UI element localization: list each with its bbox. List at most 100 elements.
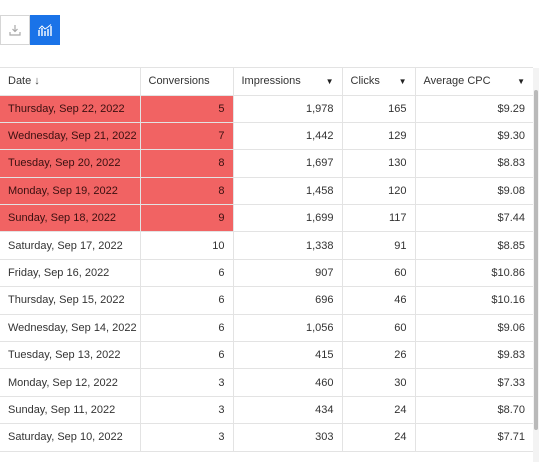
cell-impressions: 1,338 xyxy=(233,231,343,260)
cell-average-cpc: $10.16 xyxy=(415,286,533,315)
cell-date: Friday, Sep 16, 2022 xyxy=(0,259,141,288)
column-header-date[interactable]: Date ↓ xyxy=(0,68,141,96)
column-header-clicks[interactable]: Clicks ▼ xyxy=(342,68,416,96)
column-header-label: Conversions xyxy=(148,75,210,88)
cell-conversions: 7 xyxy=(140,122,234,151)
cell-clicks: 26 xyxy=(342,341,416,370)
cell-impressions: 1,699 xyxy=(233,204,343,233)
cell-date: Monday, Sep 19, 2022 xyxy=(0,177,141,206)
cell-clicks: 60 xyxy=(342,314,416,343)
cell-date: Saturday, Sep 10, 2022 xyxy=(0,423,141,452)
download-button[interactable] xyxy=(0,15,30,45)
cell-average-cpc: $8.83 xyxy=(415,149,533,178)
column-header-label: Clicks xyxy=(350,75,380,88)
cell-conversions: 8 xyxy=(140,149,234,178)
cell-conversions: 6 xyxy=(140,286,234,315)
cell-conversions: 3 xyxy=(140,423,234,452)
table-body: Thursday, Sep 22, 2022 5 1,978 165 $9.29 Wedn… xyxy=(0,95,533,452)
column-header-average-cpc[interactable]: Average CPC ▼ xyxy=(415,68,533,96)
cell-average-cpc: $7.71 xyxy=(415,423,533,452)
cell-date: Tuesday, Sep 20, 2022 xyxy=(0,149,141,178)
cell-impressions: 460 xyxy=(233,368,343,397)
cell-average-cpc: $9.08 xyxy=(415,177,533,206)
cell-average-cpc: $9.30 xyxy=(415,122,533,151)
cell-clicks: 46 xyxy=(342,286,416,315)
cell-impressions: 696 xyxy=(233,286,343,315)
cell-conversions: 3 xyxy=(140,396,234,425)
cell-date: Wednesday, Sep 21, 2022 xyxy=(0,122,141,151)
cell-clicks: 130 xyxy=(342,149,416,178)
cell-impressions: 303 xyxy=(233,423,343,452)
cell-conversions: 9 xyxy=(140,204,234,233)
table-row[interactable]: Friday, Sep 16, 2022 6 907 60 $10.86 xyxy=(0,259,533,288)
cell-impressions: 1,458 xyxy=(233,177,343,206)
cell-impressions: 1,978 xyxy=(233,95,343,123)
caret-down-icon[interactable]: ▼ xyxy=(517,76,525,86)
cell-impressions: 1,442 xyxy=(233,122,343,151)
cell-date: Thursday, Sep 22, 2022 xyxy=(0,95,141,123)
table-header-row: Date ↓ Conversions Impressions ▼ Clicks ▼ A… xyxy=(0,68,533,96)
cell-date: Sunday, Sep 11, 2022 xyxy=(0,396,141,425)
cell-impressions: 1,056 xyxy=(233,314,343,343)
scrollbar-thumb[interactable] xyxy=(534,90,538,430)
table-row[interactable]: Wednesday, Sep 21, 2022 7 1,442 129 $9.30 xyxy=(0,122,533,151)
cell-date: Saturday, Sep 17, 2022 xyxy=(0,231,141,260)
table-row[interactable]: Saturday, Sep 10, 2022 3 303 24 $7.71 xyxy=(0,423,533,452)
cell-date: Wednesday, Sep 14, 2022 xyxy=(0,314,141,343)
column-header-label: Date xyxy=(8,75,32,88)
cell-clicks: 165 xyxy=(342,95,416,123)
column-header-label: Average CPC xyxy=(423,75,491,88)
cell-conversions: 6 xyxy=(140,341,234,370)
chart-view-button[interactable] xyxy=(30,15,60,45)
cell-clicks: 129 xyxy=(342,122,416,151)
cell-impressions: 1,697 xyxy=(233,149,343,178)
table-row[interactable]: Sunday, Sep 11, 2022 3 434 24 $8.70 xyxy=(0,396,533,425)
cell-average-cpc: $10.86 xyxy=(415,259,533,288)
table-row[interactable]: Saturday, Sep 17, 2022 10 1,338 91 $8.85 xyxy=(0,231,533,260)
cell-impressions: 907 xyxy=(233,259,343,288)
cell-conversions: 10 xyxy=(140,231,234,260)
cell-average-cpc: $7.33 xyxy=(415,368,533,397)
cell-average-cpc: $7.44 xyxy=(415,204,533,233)
cell-average-cpc: $8.85 xyxy=(415,231,533,260)
caret-down-icon[interactable]: ▼ xyxy=(398,76,407,86)
sort-down-arrow-icon: ↓ xyxy=(34,75,40,88)
cell-average-cpc: $9.06 xyxy=(415,314,533,343)
report-table: Date ↓ Conversions Impressions ▼ Clicks ▼ A… xyxy=(0,68,533,452)
cell-clicks: 60 xyxy=(342,259,416,288)
cell-average-cpc: $9.29 xyxy=(415,95,533,123)
table-row[interactable]: Thursday, Sep 22, 2022 5 1,978 165 $9.29 xyxy=(0,95,533,123)
cell-clicks: 91 xyxy=(342,231,416,260)
cell-clicks: 117 xyxy=(342,204,416,233)
cell-clicks: 120 xyxy=(342,177,416,206)
cell-date: Tuesday, Sep 13, 2022 xyxy=(0,341,141,370)
table-row[interactable]: Tuesday, Sep 13, 2022 6 415 26 $9.83 xyxy=(0,341,533,370)
cell-date: Sunday, Sep 18, 2022 xyxy=(0,204,141,233)
vertical-scrollbar[interactable] xyxy=(533,68,539,462)
table-row[interactable]: Tuesday, Sep 20, 2022 8 1,697 130 $8.83 xyxy=(0,149,533,178)
table-row[interactable]: Monday, Sep 19, 2022 8 1,458 120 $9.08 xyxy=(0,177,533,206)
column-header-label: Impressions xyxy=(241,75,301,88)
caret-down-icon[interactable]: ▼ xyxy=(325,76,334,86)
cell-conversions: 5 xyxy=(140,95,234,123)
table-row[interactable]: Thursday, Sep 15, 2022 6 696 46 $10.16 xyxy=(0,286,533,315)
cell-clicks: 24 xyxy=(342,423,416,452)
cell-conversions: 3 xyxy=(140,368,234,397)
cell-date: Monday, Sep 12, 2022 xyxy=(0,368,141,397)
cell-conversions: 8 xyxy=(140,177,234,206)
cell-impressions: 415 xyxy=(233,341,343,370)
data-grid: Date ↓ Conversions Impressions ▼ Clicks ▼ A… xyxy=(0,67,533,463)
table-row[interactable]: Sunday, Sep 18, 2022 9 1,699 117 $7.44 xyxy=(0,204,533,233)
column-header-conversions[interactable]: Conversions xyxy=(140,68,234,96)
cell-impressions: 434 xyxy=(233,396,343,425)
cell-date: Thursday, Sep 15, 2022 xyxy=(0,286,141,315)
table-row[interactable]: Wednesday, Sep 14, 2022 6 1,056 60 $9.06 xyxy=(0,314,533,343)
toolbar xyxy=(0,15,60,45)
cell-clicks: 24 xyxy=(342,396,416,425)
cell-conversions: 6 xyxy=(140,314,234,343)
cell-average-cpc: $8.70 xyxy=(415,396,533,425)
table-row[interactable]: Monday, Sep 12, 2022 3 460 30 $7.33 xyxy=(0,368,533,397)
download-icon xyxy=(9,25,21,36)
cell-conversions: 6 xyxy=(140,259,234,288)
column-header-impressions[interactable]: Impressions ▼ xyxy=(233,68,343,96)
